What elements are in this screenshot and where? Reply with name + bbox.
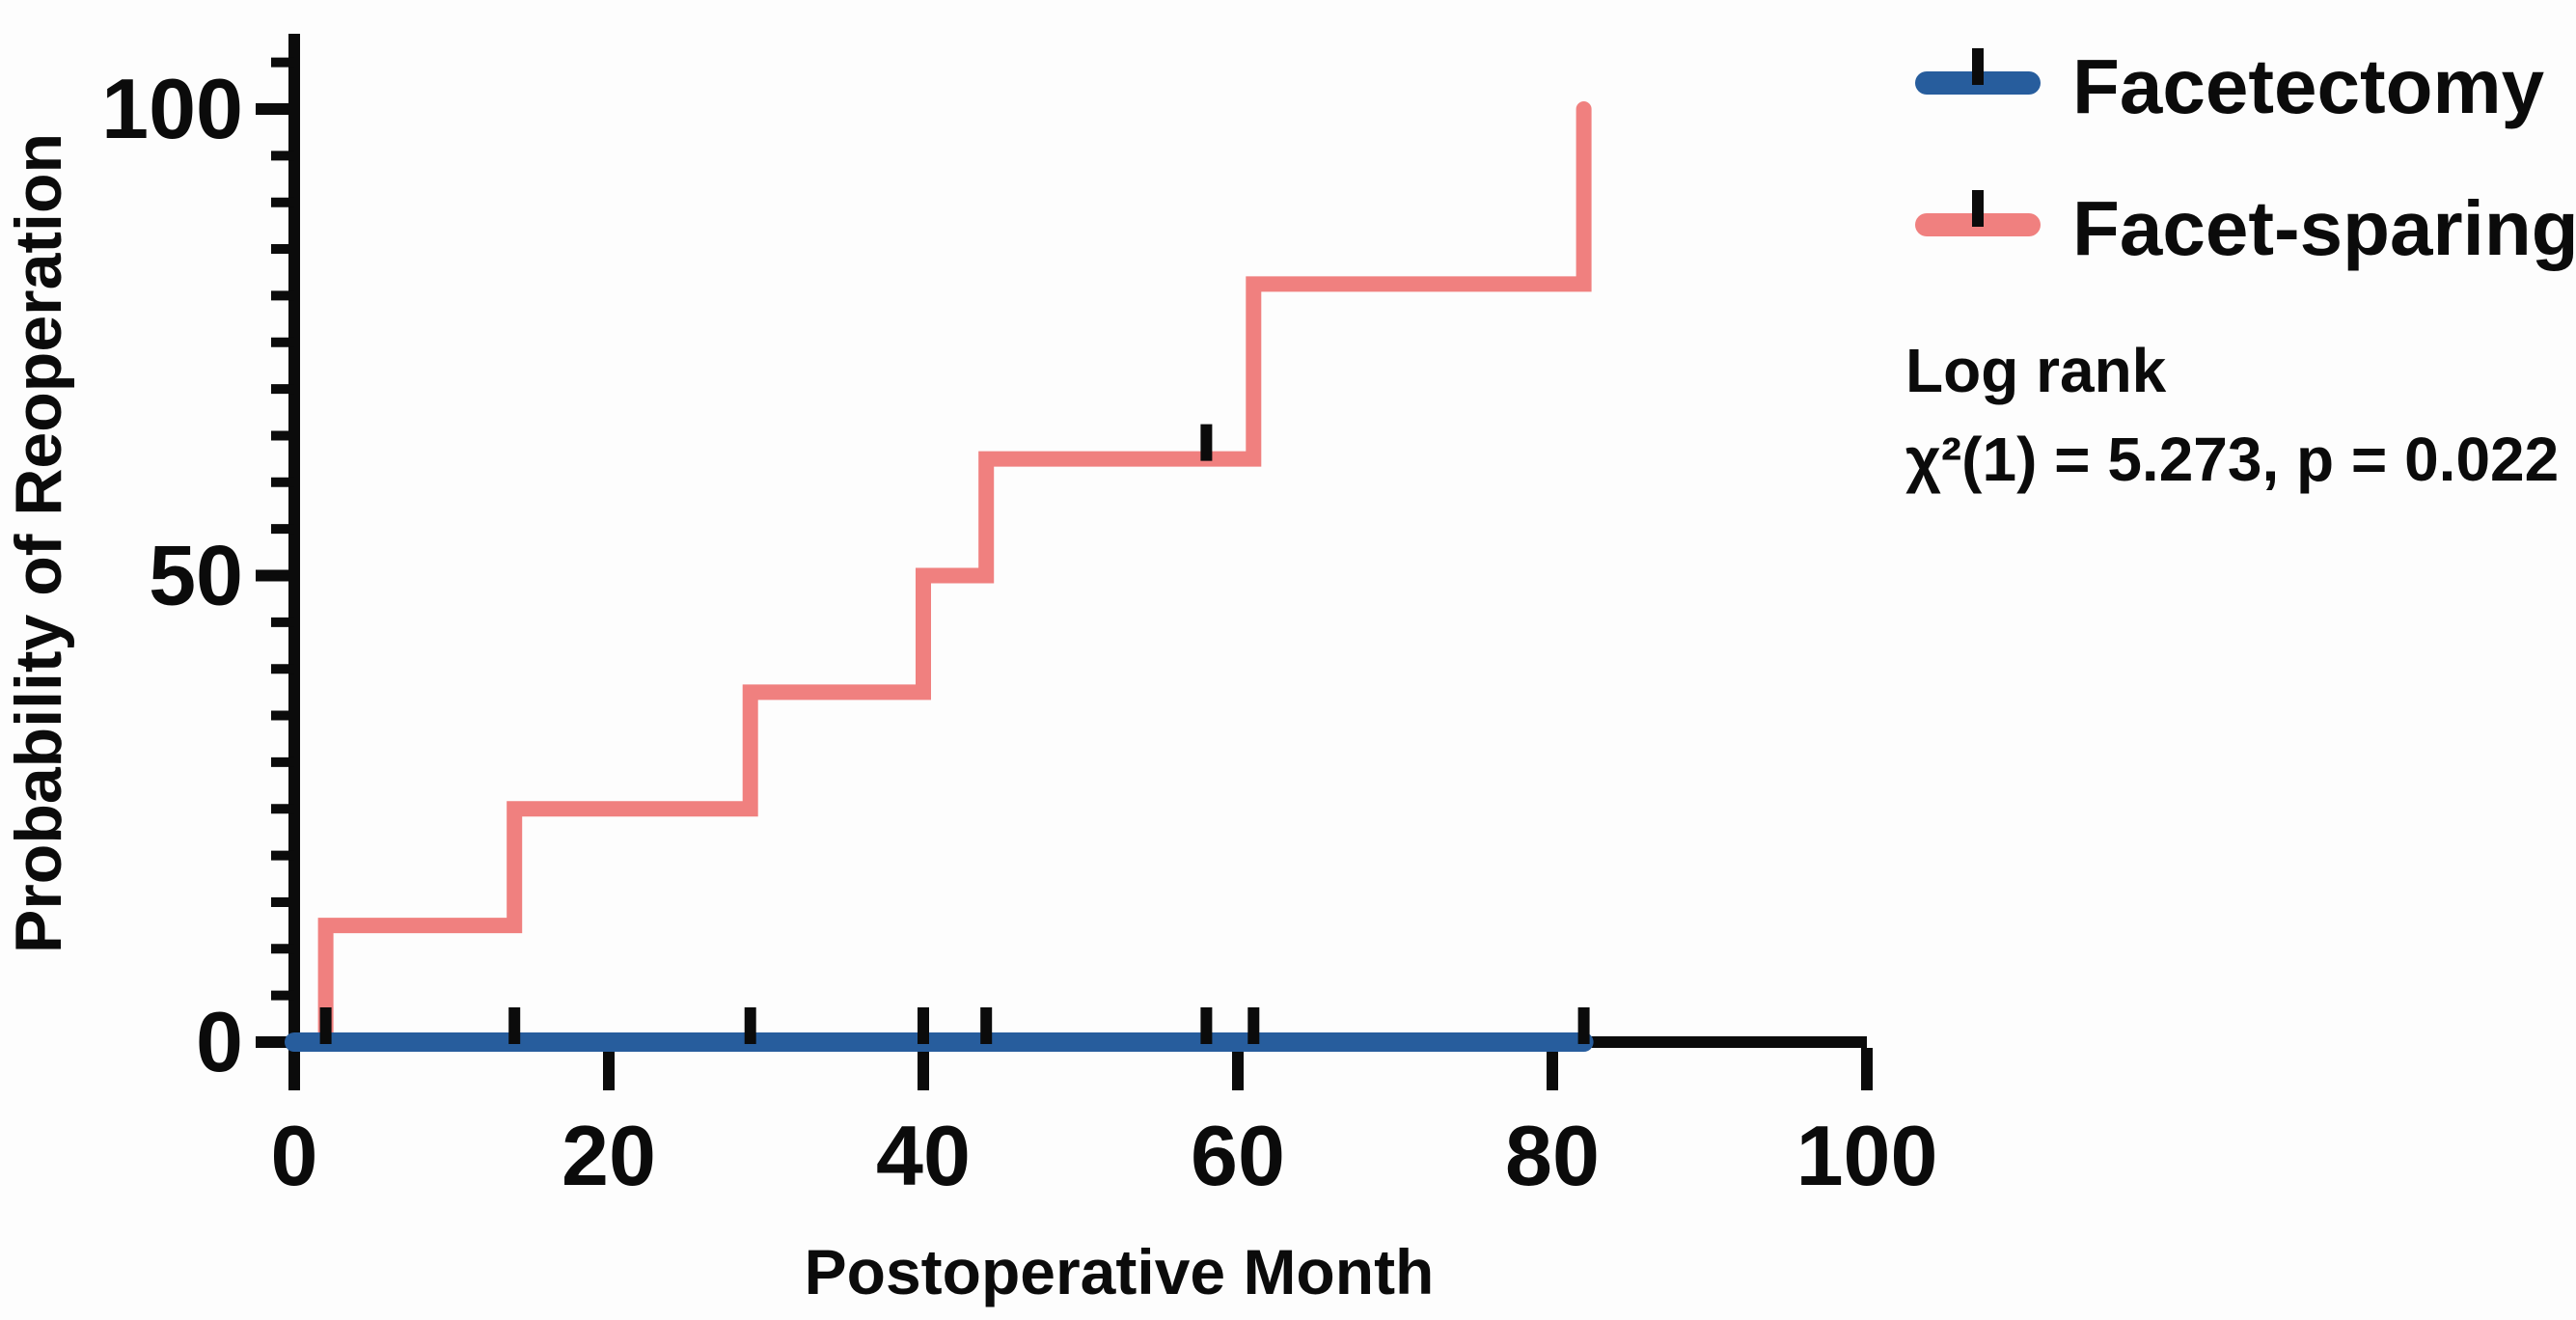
censor-mark bbox=[744, 1007, 756, 1044]
x-tick-label: 40 bbox=[876, 1108, 971, 1203]
legend: Facetectomy Facet-sparing bbox=[1915, 0, 2576, 309]
log-rank-line2: χ²(1) = 5.273, p = 0.022 bbox=[1905, 425, 2560, 494]
log-rank-annotation: Log rank χ²(1) = 5.273, p = 0.022 bbox=[1905, 326, 2559, 504]
x-axis-title: Postoperative Month bbox=[804, 1236, 1435, 1307]
censor-mark bbox=[1577, 1007, 1590, 1044]
censor-mark bbox=[918, 1007, 929, 1044]
facet-sparing-curve bbox=[287, 101, 1592, 1050]
x-tick-label: 100 bbox=[1796, 1108, 1938, 1203]
censor-mark bbox=[980, 1007, 993, 1044]
censor-mark bbox=[508, 1007, 521, 1044]
x-tick-label: 20 bbox=[562, 1108, 656, 1203]
x-tick-label: 60 bbox=[1191, 1108, 1285, 1203]
log-rank-line1: Log rank bbox=[1905, 336, 2167, 405]
x-tick-label: 80 bbox=[1505, 1108, 1600, 1203]
y-tick-label: 0 bbox=[196, 994, 243, 1089]
censor-mark bbox=[1200, 424, 1213, 461]
censor-mark bbox=[319, 1007, 332, 1044]
x-tick-label: 0 bbox=[271, 1108, 318, 1203]
legend-label-facetectomy: Facetectomy bbox=[2072, 43, 2545, 129]
censor-tick-icon bbox=[1972, 190, 1984, 227]
censor-tick-icon bbox=[1972, 48, 1984, 85]
y-tick-label: 100 bbox=[101, 61, 243, 156]
legend-label-facet-sparing: Facet-sparing bbox=[2072, 185, 2576, 271]
censor-mark bbox=[1247, 1007, 1260, 1044]
y-axis-title: Probability of Reoperation bbox=[2, 132, 75, 954]
y-tick-label: 50 bbox=[149, 528, 243, 623]
censor-mark bbox=[1200, 1007, 1213, 1044]
